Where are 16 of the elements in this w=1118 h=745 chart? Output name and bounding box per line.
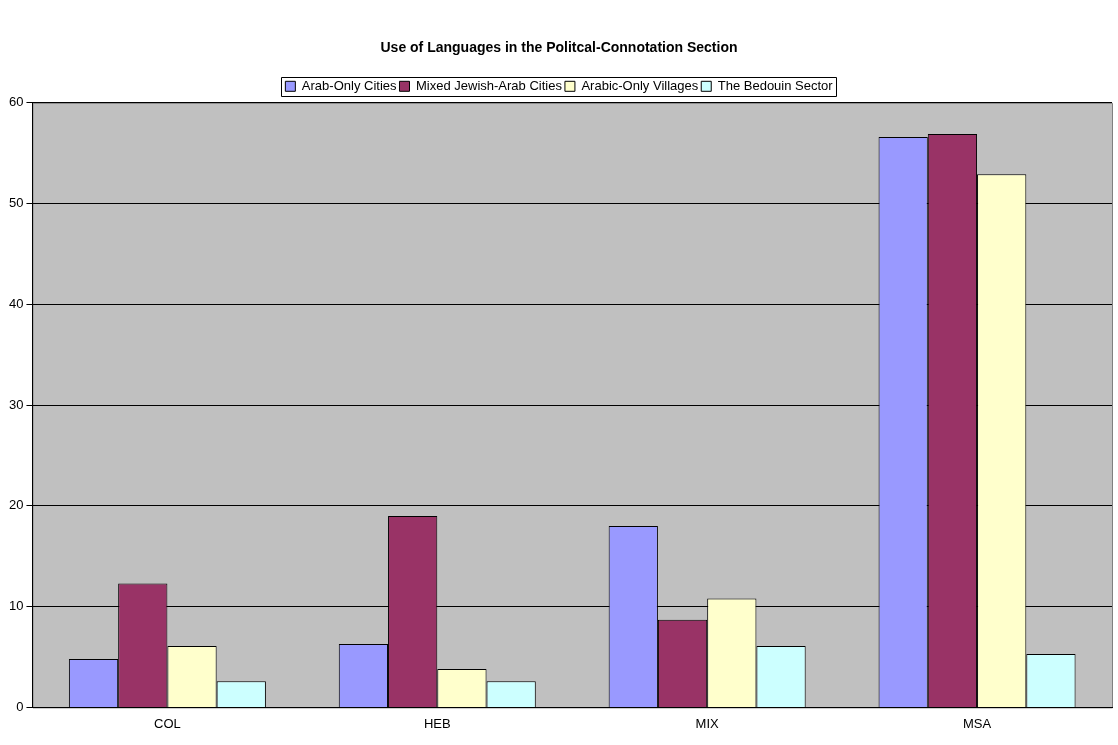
x-tick-label: MIX xyxy=(695,715,720,731)
chart-title: Use of Languages in the Politcal-Connotation Section xyxy=(380,39,738,56)
y-tick-label: 40 xyxy=(8,295,24,311)
legend-label: Mixed Jewish-Arab Cities xyxy=(415,77,563,93)
x-tick-label: HEB xyxy=(423,715,451,731)
legend-label: Arabic-Only Villages xyxy=(581,77,699,93)
x-tick-label: COL xyxy=(154,715,181,731)
y-tick-label: 10 xyxy=(8,598,24,614)
legend-label: The Bedouin Sector xyxy=(717,77,834,93)
y-tick-label: 20 xyxy=(8,497,24,513)
y-tick-label: 60 xyxy=(8,94,24,110)
y-tick-label: 0 xyxy=(16,698,24,714)
x-tick-label: MSA xyxy=(962,715,992,731)
y-tick-label: 30 xyxy=(8,396,24,412)
y-tick-label: 50 xyxy=(8,195,24,211)
legend-label: Arab-Only Cities xyxy=(301,77,397,93)
